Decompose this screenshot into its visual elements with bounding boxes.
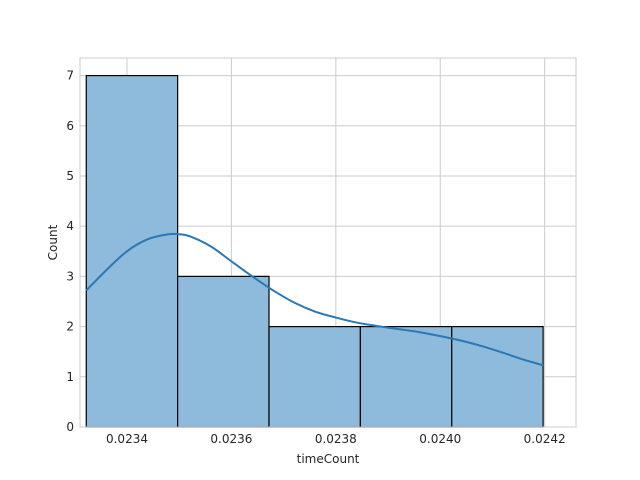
x-tick-label: 0.0242	[524, 432, 566, 446]
x-axis-title: timeCount	[297, 452, 360, 466]
y-tick-label: 3	[66, 269, 74, 283]
x-tick-label: 0.0236	[210, 432, 252, 446]
y-tick-label: 7	[66, 69, 74, 83]
histogram-bar	[268, 325, 361, 428]
histogram-bar	[359, 325, 453, 428]
x-tick-label: 0.0234	[106, 432, 148, 446]
x-tick-label: 0.0238	[315, 432, 357, 446]
y-tick-label: 5	[66, 169, 74, 183]
kde-curve	[85, 232, 544, 367]
histogram-bar	[451, 325, 544, 428]
x-tick-labels: 0.0234 0.0236 0.0238 0.0240 0.0242	[106, 432, 566, 446]
bars-layer	[85, 74, 544, 428]
histogram-bar	[177, 275, 270, 428]
y-tick-label: 1	[66, 370, 74, 384]
y-axis-title: Count	[46, 224, 60, 260]
histogram-bar	[85, 74, 179, 428]
y-tick-label: 0	[66, 420, 74, 434]
x-tick-label: 0.0240	[419, 432, 461, 446]
plot-frame	[79, 57, 577, 428]
y-tick-label: 2	[66, 320, 74, 334]
y-tick-labels: 0 1 2 3 4 5 6 7	[66, 69, 74, 434]
y-tick-label: 4	[66, 219, 74, 233]
kde-layer	[85, 232, 544, 367]
y-tick-label: 6	[66, 119, 74, 133]
